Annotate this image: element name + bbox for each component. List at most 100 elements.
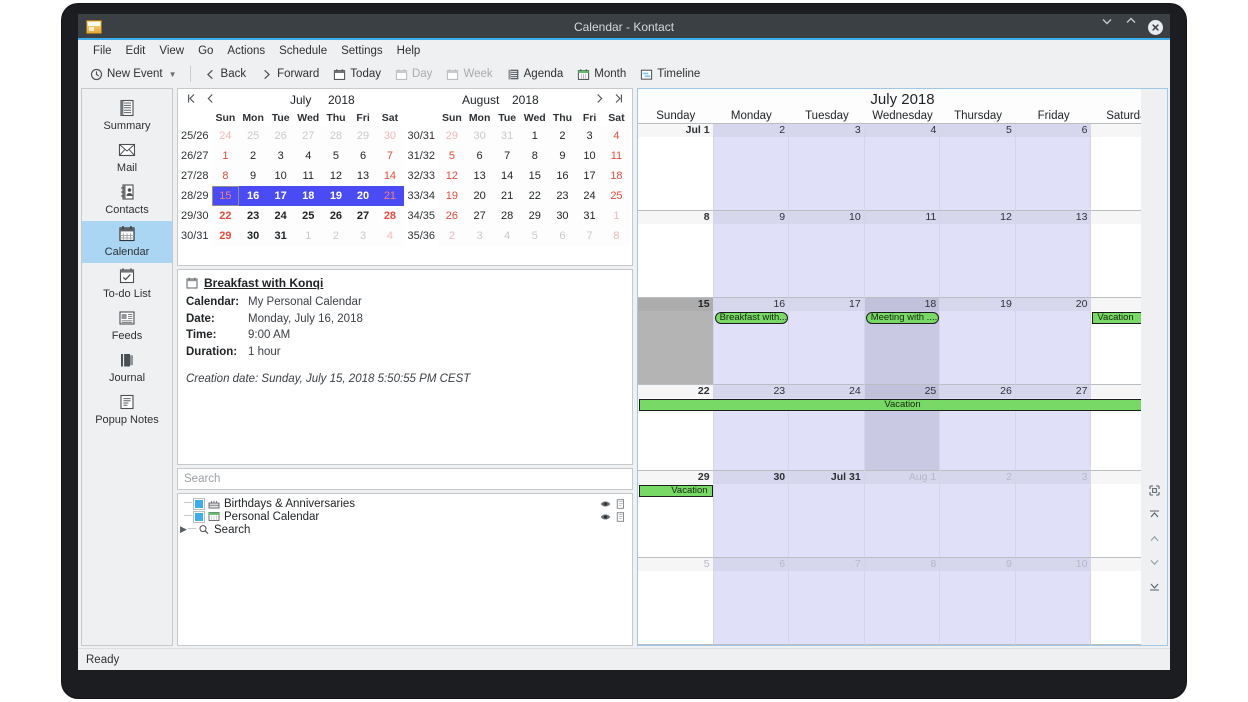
mini-day-cell[interactable]: 22 [528,190,541,202]
week-number[interactable]: 27/28 [180,166,212,186]
mini-day-cell[interactable]: 10 [274,170,287,182]
today-button[interactable]: Today [327,66,387,83]
mini-day-cell[interactable]: 22 [219,210,232,222]
week-number[interactable]: 30/31 [406,126,439,146]
mini-day-cell[interactable]: 13 [356,170,370,182]
month-day-cell[interactable]: 3 [1015,471,1092,559]
mini-day-cell[interactable]: 30 [556,210,569,222]
menu-settings[interactable]: Settings [341,45,383,57]
month-day-cell[interactable]: 19 [940,297,1016,385]
forward-button[interactable]: Forward [254,66,325,83]
menu-file[interactable]: File [93,45,112,57]
new-event-button[interactable]: New Event ▼ [84,66,183,83]
year-label-july[interactable]: 2018 [328,93,355,107]
mini-day-cell[interactable]: 4 [613,130,620,142]
mini-day-cell[interactable]: 17 [583,170,596,182]
mini-day-cell[interactable]: 3 [277,150,284,162]
list-item[interactable]: ▶ ─ Search [180,523,630,536]
mini-day-cell[interactable]: 1 [222,150,229,162]
mini-day-cell[interactable]: 9 [250,170,257,182]
mini-day-cell[interactable]: 14 [501,170,514,182]
scroll-top-icon[interactable] [1148,508,1161,521]
mini-day-cell[interactable]: 27 [473,210,486,222]
mini-day-cell[interactable]: 26 [329,210,343,222]
week-number[interactable]: 33/34 [406,186,439,206]
month-view-button[interactable]: Month [571,66,632,83]
back-button[interactable]: Back [198,66,253,83]
mini-day-cell[interactable]: 12 [329,170,343,182]
month-day-cell[interactable]: Jul 31 [789,471,865,559]
scroll-to-fit-icon[interactable] [1148,484,1161,497]
month-day-cell[interactable]: 5 [940,124,1016,211]
mini-day-cell[interactable]: 25 [302,210,315,222]
week-view-button[interactable]: Week [440,66,498,83]
mini-day-cell[interactable]: 30 [383,130,397,142]
mini-day-cell[interactable]: 6 [476,150,483,162]
mini-day-cell[interactable]: 11 [302,170,314,182]
mini-day-cell[interactable]: 3 [586,130,593,142]
month-day-cell[interactable]: 2 [940,471,1016,559]
mini-day-cell[interactable]: 29 [356,130,370,142]
calendar-event-chip[interactable]: Vacation [639,485,713,498]
nav-prev-button[interactable] [201,93,220,107]
nav-first-button[interactable] [182,93,201,107]
mini-day-cell[interactable]: 29 [528,210,541,222]
month-day-cell[interactable]: 12 [940,210,1016,298]
mini-day-cell[interactable]: 27 [302,130,315,142]
mini-day-cell[interactable]: 8 [613,230,620,242]
menu-schedule[interactable]: Schedule [279,45,328,57]
mini-day-cell[interactable]: 3 [359,230,367,242]
mini-day-cell[interactable]: 18 [294,186,323,206]
calendar-event-chip[interactable]: Breakfast with... [714,311,789,324]
scroll-down-icon[interactable] [1148,556,1161,569]
week-number[interactable]: 26/27 [180,146,212,166]
month-day-cell[interactable]: 15 [638,297,714,385]
nav-next-button[interactable] [590,93,609,107]
mini-day-cell[interactable]: 5 [531,230,538,242]
sidebar-item-mail[interactable]: Mail [82,137,172,179]
list-item[interactable]: ─ Personal Calendar [180,510,630,523]
menu-go[interactable]: Go [198,45,214,57]
eye-icon[interactable] [600,512,611,522]
week-number[interactable]: 31/32 [406,146,439,166]
mini-day-cell[interactable]: 20 [473,190,486,202]
week-number[interactable]: 28/29 [180,186,212,206]
month-day-cell[interactable]: 2 [713,124,790,211]
mini-day-cell[interactable]: 1 [613,210,620,222]
month-day-cell[interactable]: 30 [713,471,790,559]
mini-day-cell[interactable]: 28 [501,210,514,222]
mini-day-cell[interactable]: 24 [219,130,232,142]
menu-actions[interactable]: Actions [227,45,266,57]
mini-day-cell[interactable]: 28 [329,130,343,142]
calendar-checkbox[interactable] [193,497,205,510]
menu-view[interactable]: View [159,45,185,57]
expand-arrow-icon[interactable]: ▶ [180,524,187,534]
mini-day-cell[interactable]: 18 [610,170,623,182]
mini-day-cell[interactable]: 19 [445,190,459,202]
month-label-august[interactable]: August [462,93,500,107]
calendar-checkbox[interactable] [193,510,205,523]
mini-day-cell[interactable]: 4 [305,150,312,162]
mini-day-cell[interactable]: 24 [274,210,287,222]
mini-day-cell[interactable]: 1 [531,130,538,142]
mini-day-cell[interactable]: 15 [211,186,240,206]
search-input[interactable] [177,468,633,490]
nav-last-button[interactable] [609,93,628,107]
mini-day-cell[interactable]: 12 [445,170,459,182]
mini-day-cell[interactable]: 31 [274,230,287,242]
list-item[interactable]: ─ Birthdays & Anniversaries [180,497,630,510]
mini-day-cell[interactable]: 23 [246,210,260,222]
mini-day-cell[interactable]: 25 [246,130,260,142]
mini-day-cell[interactable]: 2 [250,150,257,162]
menu-edit[interactable]: Edit [125,45,146,57]
day-view-button[interactable]: Day [389,66,438,83]
mini-day-cell[interactable]: 5 [332,150,339,162]
month-day-cell[interactable]: 9 [713,210,790,298]
note-icon[interactable] [615,498,626,509]
mini-day-cell[interactable]: 19 [322,186,350,206]
timeline-view-button[interactable]: Timeline [634,66,706,83]
month-day-cell[interactable]: 8 [638,210,714,298]
month-day-cell[interactable]: 6 [1015,124,1092,211]
month-day-cell[interactable]: Aug 1 [864,471,941,559]
sidebar-item-calendar[interactable]: Calendar [82,221,172,263]
